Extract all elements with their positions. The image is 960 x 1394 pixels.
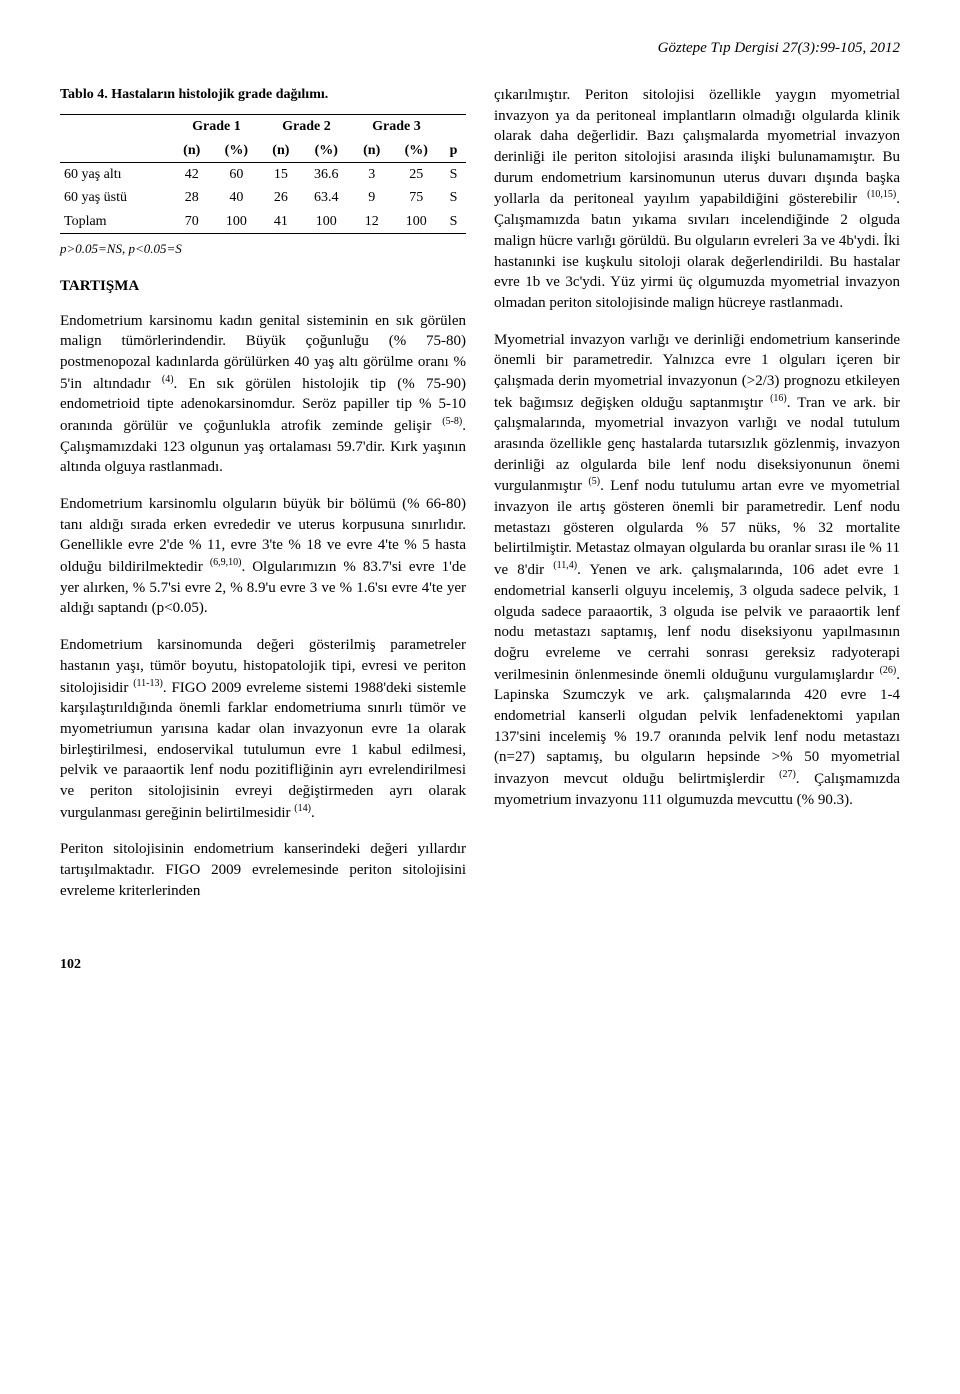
table-cell: 75 bbox=[392, 186, 442, 209]
page-number: 102 bbox=[60, 957, 900, 973]
table-caption: Tablo 4. Hastaların histolojik grade dağ… bbox=[60, 85, 466, 104]
table-cell: 41 bbox=[261, 210, 301, 234]
row-label: 60 yaş üstü bbox=[60, 186, 172, 209]
table-cell: 60 bbox=[212, 162, 262, 186]
para-text: . bbox=[311, 805, 315, 821]
row-label: Toplam bbox=[60, 210, 172, 234]
sub-header: (n) bbox=[261, 139, 301, 163]
citation-sup: (26) bbox=[880, 665, 897, 676]
table-row: 60 yaş üstü 28 40 26 63.4 9 75 S bbox=[60, 186, 466, 209]
table-row: 60 yaş altı 42 60 15 36.6 3 25 S bbox=[60, 162, 466, 186]
table-cell: 15 bbox=[261, 162, 301, 186]
data-table: Grade 1 Grade 2 Grade 3 (n) (%) (n) (%) … bbox=[60, 114, 466, 234]
table-cell: 42 bbox=[172, 162, 212, 186]
paragraph: çıkarılmıştır. Periton sitolojisi özelli… bbox=[494, 85, 900, 314]
citation-sup: (5) bbox=[588, 476, 600, 487]
sub-header: (%) bbox=[212, 139, 262, 163]
table-cell: 100 bbox=[301, 210, 352, 234]
table-cell: 25 bbox=[392, 162, 442, 186]
table-cell: 9 bbox=[352, 186, 392, 209]
table-row: Toplam 70 100 41 100 12 100 S bbox=[60, 210, 466, 234]
citation-sup: (4) bbox=[162, 374, 174, 385]
group-header: Grade 3 bbox=[352, 115, 441, 139]
sub-header: p bbox=[441, 139, 466, 163]
citation-sup: (6,9,10) bbox=[210, 557, 242, 568]
sub-header: (n) bbox=[172, 139, 212, 163]
table-cell: 100 bbox=[392, 210, 442, 234]
para-text: . Lapinska Szumczyk ve ark. çalışmaların… bbox=[494, 667, 900, 787]
sub-header: (n) bbox=[352, 139, 392, 163]
left-column: Tablo 4. Hastaların histolojik grade dağ… bbox=[60, 85, 466, 917]
table-cell: 26 bbox=[261, 186, 301, 209]
right-column: çıkarılmıştır. Periton sitolojisi özelli… bbox=[494, 85, 900, 917]
paragraph: Periton sitolojisinin endometrium kanser… bbox=[60, 839, 466, 901]
paragraph: Myometrial invazyon varlığı ve derinliği… bbox=[494, 330, 900, 811]
citation-sup: (16) bbox=[770, 393, 787, 404]
sub-header: (%) bbox=[392, 139, 442, 163]
para-text: . Yenen ve ark. çalışmalarında, 106 adet… bbox=[494, 562, 900, 682]
table-cell: 40 bbox=[212, 186, 262, 209]
table-cell: S bbox=[441, 186, 466, 209]
table-cell: 28 bbox=[172, 186, 212, 209]
table-cell: 12 bbox=[352, 210, 392, 234]
citation-sup: (5-8) bbox=[442, 416, 462, 427]
para-text: . Çalışmamızda batın yıkama sıvıları inc… bbox=[494, 191, 900, 310]
citation-sup: (27) bbox=[779, 769, 796, 780]
para-text: çıkarılmıştır. Periton sitolojisi özelli… bbox=[494, 87, 900, 207]
paragraph: Endometrium karsinomu kadın genital sist… bbox=[60, 311, 466, 479]
sub-header: (%) bbox=[301, 139, 352, 163]
row-label: 60 yaş altı bbox=[60, 162, 172, 186]
table-cell: S bbox=[441, 210, 466, 234]
table-cell: 63.4 bbox=[301, 186, 352, 209]
citation-sup: (11,4) bbox=[553, 560, 577, 571]
group-header: Grade 2 bbox=[261, 115, 352, 139]
citation-sup: (14) bbox=[294, 803, 311, 814]
para-text: . FIGO 2009 evreleme sistemi 1988'deki s… bbox=[60, 680, 466, 821]
citation-sup: (10,15) bbox=[867, 189, 896, 200]
table-cell: S bbox=[441, 162, 466, 186]
table-cell: 100 bbox=[212, 210, 262, 234]
table-cell: 3 bbox=[352, 162, 392, 186]
journal-header: Göztepe Tıp Dergisi 27(3):99-105, 2012 bbox=[60, 40, 900, 57]
paragraph: Endometrium karsinomlu olguların büyük b… bbox=[60, 494, 466, 619]
paragraph: Endometrium karsinomunda değeri gösteril… bbox=[60, 635, 466, 823]
group-header: Grade 1 bbox=[172, 115, 261, 139]
table-cell: 70 bbox=[172, 210, 212, 234]
section-title: TARTIŞMA bbox=[60, 276, 466, 297]
table-cell: 36.6 bbox=[301, 162, 352, 186]
citation-sup: (11-13) bbox=[133, 678, 163, 689]
para-text: Periton sitolojisinin endometrium kanser… bbox=[60, 841, 466, 898]
table-footnote: p>0.05=NS, p<0.05=S bbox=[60, 240, 466, 258]
